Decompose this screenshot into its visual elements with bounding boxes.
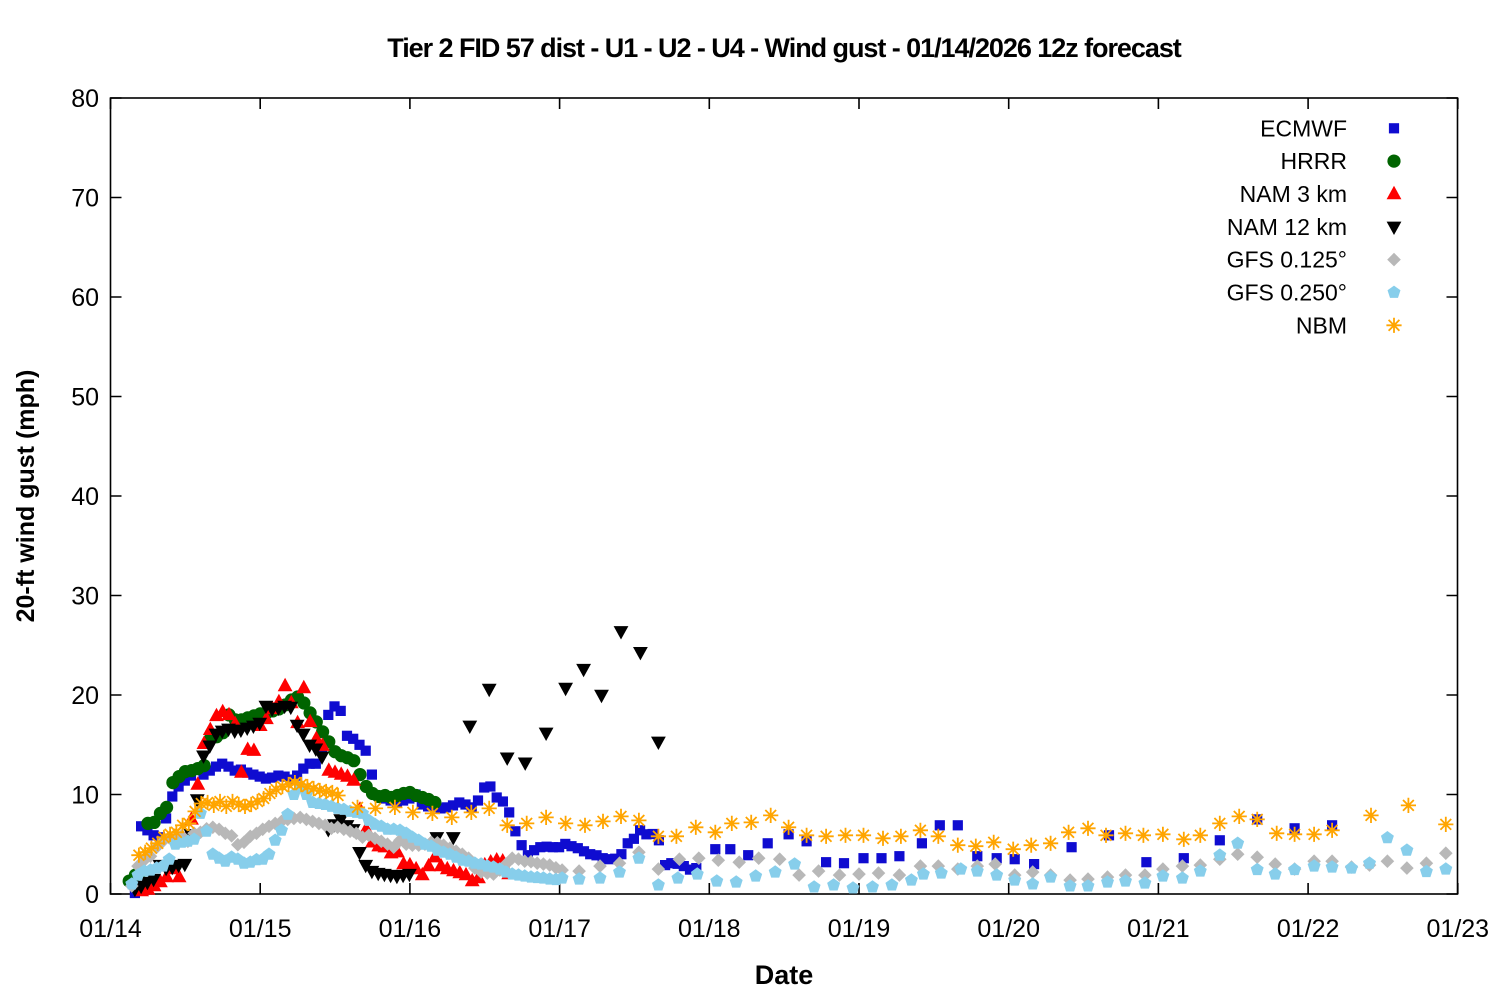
svg-text:HRRR: HRRR [1281, 148, 1347, 174]
svg-text:GFS 0.125°: GFS 0.125° [1227, 247, 1347, 273]
svg-text:01/19: 01/19 [828, 915, 891, 943]
svg-text:80: 80 [71, 85, 99, 113]
svg-text:01/22: 01/22 [1277, 915, 1340, 943]
svg-text:Date: Date [755, 960, 814, 990]
svg-text:60: 60 [71, 284, 99, 312]
svg-text:Tier 2 FID 57 dist - U1 - U2 -: Tier 2 FID 57 dist - U1 - U2 - U4 - Wind… [387, 33, 1182, 63]
svg-text:70: 70 [71, 185, 99, 213]
svg-text:30: 30 [71, 583, 99, 611]
svg-text:01/14: 01/14 [79, 915, 142, 943]
svg-text:01/23: 01/23 [1427, 915, 1490, 943]
svg-text:20: 20 [71, 682, 99, 710]
svg-text:20-ft wind gust (mph): 20-ft wind gust (mph) [12, 370, 40, 623]
svg-text:01/18: 01/18 [678, 915, 741, 943]
svg-text:0: 0 [85, 881, 99, 909]
svg-text:01/17: 01/17 [528, 915, 591, 943]
svg-text:NBM: NBM [1296, 312, 1347, 338]
svg-text:NAM 12 km: NAM 12 km [1227, 214, 1347, 240]
svg-text:01/16: 01/16 [379, 915, 442, 943]
svg-text:50: 50 [71, 384, 99, 412]
svg-text:40: 40 [71, 483, 99, 511]
svg-text:01/20: 01/20 [977, 915, 1040, 943]
svg-text:ECMWF: ECMWF [1260, 115, 1347, 141]
svg-text:GFS 0.250°: GFS 0.250° [1227, 279, 1347, 305]
svg-text:01/21: 01/21 [1127, 915, 1190, 943]
svg-text:NAM 3 km: NAM 3 km [1240, 181, 1347, 207]
svg-text:01/15: 01/15 [229, 915, 292, 943]
svg-text:10: 10 [71, 782, 99, 810]
